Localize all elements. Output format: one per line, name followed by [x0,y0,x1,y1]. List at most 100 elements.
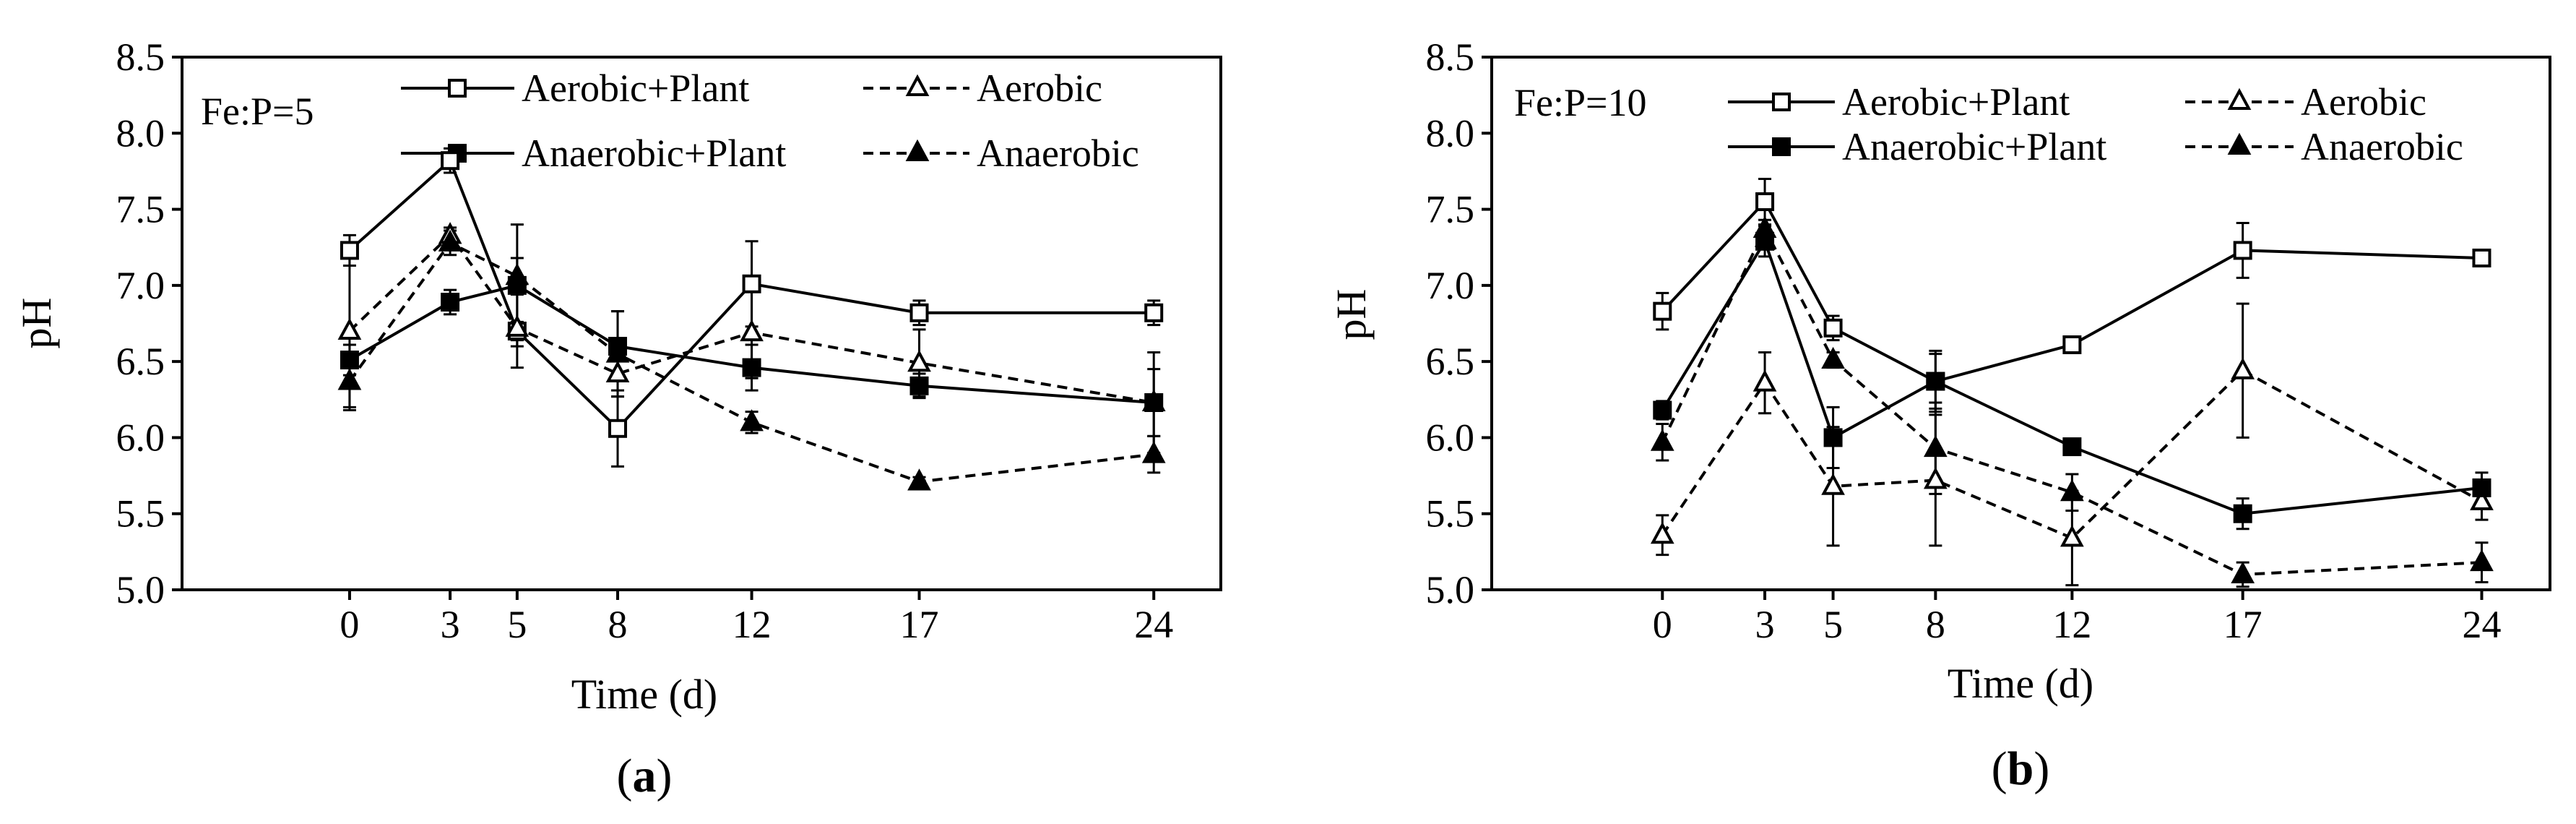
x-tick-label: 24 [1134,603,1173,646]
data-point-anaerobic [2470,549,2494,572]
data-point-aerobic-plant [2233,241,2252,260]
legend-label-aerobic: Aerobic [977,66,1102,110]
panel-label-close: ) [657,750,673,802]
legend-label-anaerobic-plant: Anaerobic+Plant [1842,125,2106,168]
data-point-anaerobic-plant [2233,504,2252,523]
data-point-aerobic [2231,357,2255,379]
panel-label-letter: b [2007,742,2034,795]
legend-marker-aerobic [905,74,930,96]
data-point-anaerobic [907,468,931,491]
data-point-aerobic-plant [2472,248,2491,267]
data-point-anaerobic [1923,434,1948,458]
legend-marker-anaerobic [905,139,930,161]
x-tick-label: 3 [441,603,460,646]
data-point-aerobic [337,317,362,340]
data-point-anaerobic [605,340,630,363]
legend-label-aerobic-plant: Aerobic+Plant [522,66,749,110]
legend-entry: Aerobic [863,66,1102,110]
data-point-aerobic [1821,473,1845,495]
panel-annotation: Fe:P=5 [201,90,314,133]
legend-marker-anaerobic [2227,132,2252,155]
data-point-aerobic [2060,525,2084,547]
y-tick-label: 5.0 [116,568,165,611]
y-tick-label: 5.5 [1426,492,1475,536]
y-tick-label: 6.5 [116,340,165,383]
x-tick-label: 3 [1755,603,1775,646]
y-axis-label: pH [1328,289,1375,340]
legend-marker-aerobic [2227,87,2252,110]
y-tick-label: 8.0 [116,111,165,155]
legend-label-anaerobic: Anaerobic [2301,125,2463,168]
data-point-aerobic-plant [340,241,359,260]
legend-entry: Anaerobic+Plant [1728,125,2106,168]
legend-marker-aerobic-plant [448,79,467,98]
panel-label-open: ( [1992,742,2007,795]
data-point-anaerobic-plant [1823,428,1843,447]
data-point-anaerobic [1141,441,1166,463]
data-point-anaerobic [438,229,462,252]
data-point-aerobic [505,314,530,337]
data-point-aerobic-plant [2062,335,2082,354]
data-point-aerobic [2470,488,2494,510]
data-point-anaerobic-plant [1144,392,1164,412]
x-tick-label: 5 [1823,603,1843,646]
panel-label: (a) [617,750,673,802]
axis-ticks: 5.0 5.5 6.0 6.5 7.0 7.5 8.0 8.5 0 3 5 8 12 17 24 [116,35,1174,646]
data-point-anaerobic-plant [441,293,460,312]
data-point-aerobic-plant [1755,192,1775,212]
data-point-anaerobic [1752,215,1777,238]
x-tick-label: 0 [1653,603,1672,646]
panel-annotation: Fe:P=10 [1514,81,1647,124]
plot-frame [1490,56,2551,591]
data-point-aerobic [1650,521,1674,544]
data-point-anaerobic-plant [1926,372,1945,391]
data-point-anaerobic [505,263,530,286]
data-point-anaerobic-plant [2472,478,2491,497]
panel-label-close: ) [2033,742,2049,795]
legend-entry: Anaerobic [2185,125,2463,168]
panel-b: pH Time (d) Fe:P=10 Aerobic+Plant Aerobi… [1328,35,2551,795]
panel-a: pH Time (d) Fe:P=5 Aerobic+Plant Aerobic… [13,35,1222,802]
data-point-aerobic [907,350,931,372]
y-tick-label: 7.5 [1426,188,1475,231]
plot-frame [181,56,1222,591]
plot-series [337,147,1166,491]
y-tick-label: 7.0 [116,264,165,307]
x-axis-label: Time (d) [1948,660,2094,707]
data-point-anaerobic [337,368,362,390]
plot-series [1650,177,2494,588]
legend-marker-anaerobic-plant [1772,137,1791,156]
axis-ticks: 5.0 5.5 6.0 6.5 7.0 7.5 8.0 8.5 0 3 5 8 12 17 24 [1426,35,2502,646]
y-tick-label: 5.0 [1426,568,1475,611]
data-point-anaerobic [1821,346,1845,369]
legend-label-aerobic: Aerobic [2301,80,2426,124]
legend-entry: Anaerobic [863,132,1139,175]
legend-entry: Aerobic [2185,80,2426,124]
data-point-aerobic [1752,369,1777,392]
x-tick-label: 17 [2223,603,2262,646]
legend-entry: Aerobic+Plant [401,66,749,110]
legend-entry: Aerobic+Plant [1728,80,2070,124]
legend: Aerobic+Plant Aerobic Anaerobic+Plant An… [401,66,1139,175]
data-point-aerobic-plant [909,303,929,322]
y-tick-label: 6.0 [116,416,165,459]
x-tick-label: 8 [1926,603,1945,646]
y-tick-label: 6.0 [1426,416,1475,459]
data-point-anaerobic-plant [2062,437,2082,457]
data-point-aerobic-plant [742,274,761,293]
data-point-anaerobic [2231,561,2255,583]
y-tick-label: 8.5 [1426,35,1475,79]
series-line-anaerobic-plant [1661,238,2482,515]
y-tick-label: 5.5 [116,492,165,536]
x-tick-label: 12 [732,603,771,646]
data-point-anaerobic [740,409,764,432]
x-tick-label: 5 [507,603,527,646]
data-point-aerobic-plant [1823,318,1843,338]
legend-label-aerobic-plant: Aerobic+Plant [1842,80,2070,124]
data-point-anaerobic-plant [909,376,929,395]
y-tick-label: 6.5 [1426,340,1475,383]
y-axis-label: pH [13,298,60,349]
panel-label-open: ( [617,750,633,802]
y-tick-label: 8.0 [1426,111,1475,155]
